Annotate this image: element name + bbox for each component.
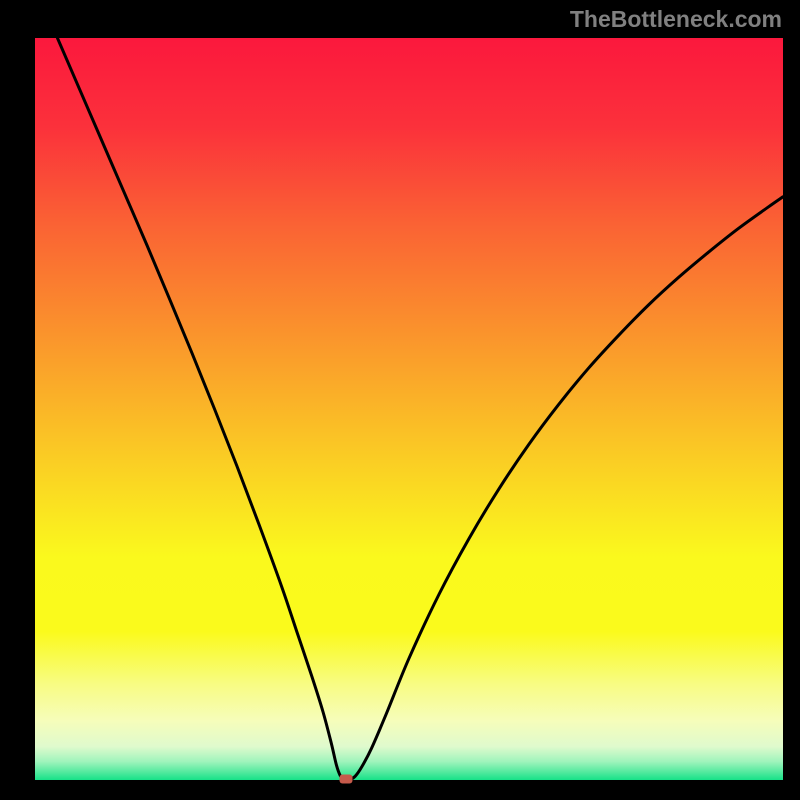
- plot-background: [35, 38, 783, 780]
- optimal-marker: [340, 774, 353, 783]
- watermark-text: TheBottleneck.com: [570, 6, 782, 33]
- plot-area: [35, 38, 783, 780]
- curve-layer: [35, 38, 783, 780]
- chart-root: TheBottleneck.com: [0, 0, 800, 800]
